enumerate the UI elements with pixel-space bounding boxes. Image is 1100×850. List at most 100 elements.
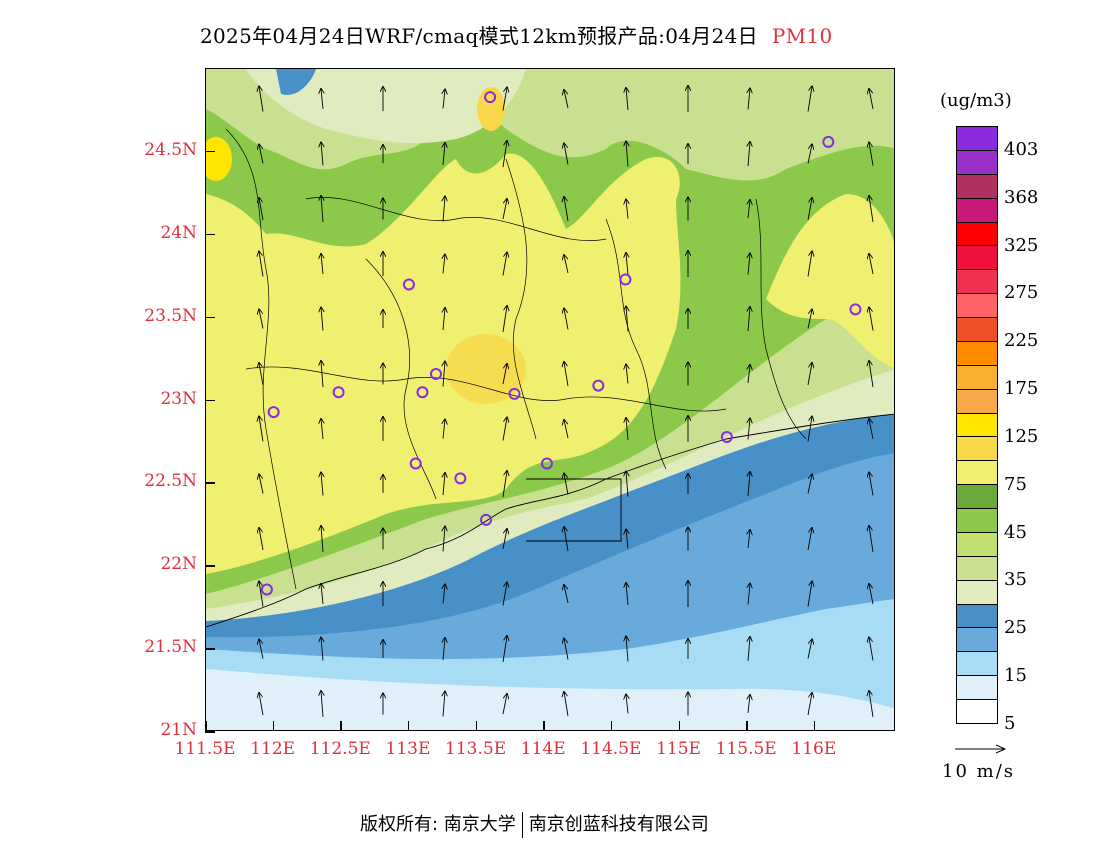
- wind-arrow: [259, 693, 264, 716]
- wind-arrow: [259, 475, 264, 494]
- wind-arrow: [807, 363, 812, 386]
- lat-tick-mark: [205, 233, 215, 236]
- station-marker: [480, 513, 493, 526]
- wind-arrow: [259, 252, 264, 277]
- wind-arrow: [807, 693, 812, 716]
- wind-arrow: [321, 419, 323, 440]
- lat-tick-mark: [205, 150, 215, 153]
- wind-arrow: [869, 473, 874, 496]
- colorbar-cell: [957, 294, 997, 318]
- colorbar-label: 35: [1004, 569, 1027, 591]
- colorbar-label: 175: [1004, 378, 1039, 400]
- wind-arrow: [748, 89, 750, 110]
- wind-arrow: [259, 582, 264, 607]
- wind-arrow: [748, 200, 750, 219]
- station-marker: [267, 406, 280, 419]
- wind-arrow: [321, 89, 323, 110]
- wind-arrow: [748, 254, 750, 275]
- wind-arrow: [564, 527, 569, 552]
- lon-tick-mark: [813, 721, 816, 731]
- wind-arrow: [869, 526, 874, 553]
- footer-company: 南京创蓝科技有限公司: [528, 814, 709, 835]
- station-marker: [849, 303, 862, 316]
- wind-arrow: [321, 254, 323, 275]
- wind-arrow: [626, 583, 628, 606]
- lat-tick-label: 23.5N: [144, 305, 197, 326]
- wind-arrow: [626, 253, 628, 276]
- wind-arrow: [502, 141, 507, 168]
- colorbar-label: 25: [1004, 617, 1027, 639]
- wind-arrow: [443, 692, 445, 717]
- colorbar-cell: [957, 270, 997, 295]
- wind-arrow: [321, 584, 323, 605]
- coastline: [206, 413, 894, 628]
- hotspot-west: [206, 137, 232, 181]
- station-marker: [508, 387, 521, 400]
- boundary-east: [605, 218, 667, 470]
- wind-arrow: [626, 365, 628, 384]
- wind-arrow: [748, 695, 750, 714]
- lon-tick-label: 111.5E: [174, 739, 236, 759]
- wind-arrow: [626, 307, 628, 332]
- colorbar-label: 125: [1004, 425, 1039, 447]
- wind-arrow: [259, 145, 264, 164]
- wind-arrow: [564, 144, 569, 165]
- chart-title: 2025年04月24日WRF/cmaq模式12km预报产品:04月24日 PM10: [200, 20, 832, 49]
- wind-arrow: [321, 143, 323, 166]
- wind-arrow: [807, 640, 812, 659]
- wind-arrow: [502, 694, 507, 715]
- colorbar-cell: [957, 604, 997, 629]
- wind-arrow: [869, 308, 874, 331]
- colorbar: [956, 126, 998, 724]
- wind-arrow: [564, 309, 569, 330]
- wind-arrow: [502, 88, 507, 111]
- boundary-hongkong: [526, 478, 622, 542]
- wind-arrow: [259, 87, 264, 112]
- map-panel: [205, 68, 895, 731]
- wind-arrow: [869, 143, 874, 166]
- station-marker: [720, 430, 733, 443]
- wind-arrow: [564, 90, 569, 109]
- lat-tick-label: 21N: [160, 720, 197, 740]
- wind-arrow: [443, 473, 445, 496]
- lon-tick-mark: [678, 721, 681, 731]
- colorbar-cell: [957, 174, 997, 199]
- colorbar-label: 75: [1004, 473, 1027, 495]
- wind-arrow: [626, 530, 628, 549]
- boundary-central: [365, 258, 437, 500]
- lon-tick-mark: [340, 721, 342, 731]
- wind-arrow: [502, 471, 507, 498]
- station-marker: [592, 379, 605, 392]
- lon-tick-mark: [407, 721, 410, 731]
- wind-arrow: [564, 474, 569, 495]
- wind-arrow: [443, 255, 445, 274]
- wind-arrow: [626, 88, 628, 111]
- lon-tick-mark: [205, 721, 207, 731]
- colorbar-cell: [957, 485, 997, 509]
- wind-arrow: [748, 307, 750, 332]
- wind-arrow: [626, 142, 628, 167]
- lat-tick-label: 22.5N: [144, 471, 197, 492]
- colorbar-cell: [957, 509, 997, 533]
- lat-tick-mark: [205, 648, 215, 650]
- station-marker: [822, 135, 835, 148]
- colorbar-cell: [957, 628, 997, 653]
- wind-arrow: [502, 636, 507, 663]
- station-marker: [619, 273, 632, 286]
- north-hills-light: [246, 69, 526, 144]
- monitoring-stations: [260, 91, 862, 596]
- wind-arrow: [564, 692, 569, 717]
- wind-arrow: [259, 198, 264, 221]
- wind-arrow: [564, 362, 569, 387]
- hotspot-central: [446, 334, 526, 404]
- wind-arrow: [259, 640, 264, 659]
- wind-arrow: [502, 306, 507, 333]
- colorbar-unit: (ug/m3): [940, 90, 1012, 111]
- colorbar-cell: [957, 150, 997, 175]
- lon-tick-mark: [543, 721, 545, 731]
- colorbar-label: 325: [1004, 234, 1039, 256]
- station-marker: [430, 367, 442, 380]
- colorbar-cell: [957, 461, 997, 486]
- lon-tick-mark: [746, 721, 748, 731]
- wind-arrow: [443, 420, 445, 439]
